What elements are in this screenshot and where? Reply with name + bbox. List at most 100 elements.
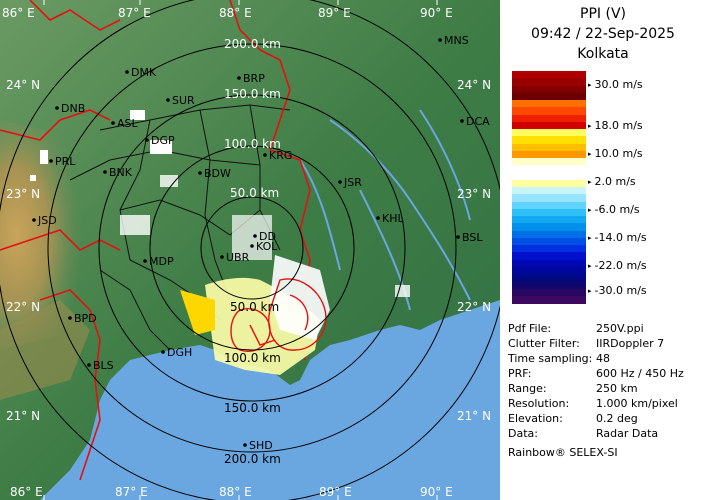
product-title: PPI (V) [580,6,626,22]
color-scale-band [512,266,586,275]
range-label-100km-south: 100.0 km [224,351,281,365]
info-key: Time sampling: [508,352,593,365]
color-scale-band [512,158,586,166]
lon-label-bottom: 87° E [115,485,148,499]
legend-label: -14.0 m/s [594,231,647,244]
info-row: Clutter Filter: IIRDoppler 7 [508,337,664,350]
city-label: DD [259,230,276,243]
info-value: 600 Hz / 450 Hz [596,367,684,380]
city-marker [250,244,254,248]
range-rings [0,0,500,500]
color-scale-band [512,107,586,115]
color-scale-band [512,194,586,202]
city-marker [237,76,241,80]
color-scale-band [512,187,586,195]
city-label: KOL [256,240,278,253]
info-row: PRF: 600 Hz / 450 Hz [508,367,684,380]
legend-tick-icon: ▸ [588,234,592,242]
color-scale-band [512,143,586,152]
lon-label-top: 89° E [318,6,351,20]
graticule-ticks [43,0,438,500]
info-row: Time sampling: 48 [508,352,610,365]
lat-label-left: 21° N [6,409,40,423]
city-marker [220,255,224,259]
info-row: Pdf File: 250V.ppi [508,322,644,335]
info-panel: PPI (V) 09:42 / 22-Sep-2025 Kolkata ▸ 30.… [500,0,706,500]
city-marker [456,235,460,239]
color-scale-band [512,252,586,260]
city-label: UBR [226,251,250,264]
lon-label-top: 88° E [219,6,252,20]
city-marker [143,259,147,263]
info-value: Radar Data [596,427,659,440]
lat-label-right: 23° N [457,187,491,201]
legend-label: 18.0 m/s [594,119,643,132]
legend-entry: ▸ -6.0 m/s [588,203,640,216]
info-row: Resolution: 1.000 km/pixel [508,397,678,410]
lat-label-right: 24° N [457,78,491,92]
city-marker [68,316,72,320]
city-marker [145,138,149,142]
legend-label: 2.0 m/s [594,175,636,188]
info-value: IIRDoppler 7 [596,337,665,350]
range-label-150km: 150.0 km [224,87,281,101]
western-highlands [0,120,110,350]
color-scale-band [512,274,586,282]
lon-label-top: 90° E [420,6,453,20]
city-label: BRP [243,72,265,85]
color-scale-band [512,165,586,173]
lon-label-top: 86° E [2,6,35,20]
lat-label-left: 23° N [6,187,40,201]
color-scale-band [512,216,586,224]
lon-label-bottom: 89° E [319,485,352,499]
legend-tick-icon: ▸ [588,122,592,130]
color-scale-band [512,114,586,123]
legend-entry: ▸ 18.0 m/s [588,119,643,132]
radar-map: 86° E 87° E 88° E 89° E 90° E 86° E 87° … [0,0,500,500]
city-marker [438,38,442,42]
city-label: MNS [444,34,469,47]
color-scale-band [512,245,586,253]
city-label: KRG [269,149,292,162]
info-key: Pdf File: [508,322,552,335]
city-marker [198,171,202,175]
legend-entry: ▸ -14.0 m/s [588,231,647,244]
legend-entry: ▸ 2.0 m/s [588,175,636,188]
legend-entry: ▸ 30.0 m/s [588,78,643,91]
lon-label-bottom: 86° E [10,485,43,499]
city-label: BPD [74,312,97,325]
color-scale-band [512,208,586,217]
info-row: Elevation: 0.2 deg [508,412,638,425]
city-marker [161,350,165,354]
color-scale-band [512,237,586,246]
legend-tick-icon: ▸ [588,287,592,295]
info-key: Elevation: [508,412,563,425]
legend-label: -22.0 m/s [594,259,647,272]
info-key: Clutter Filter: [508,337,580,350]
city-label: BNK [109,166,133,179]
color-scale-band [512,71,586,79]
color-scale-band [512,150,586,159]
legend-label: 10.0 m/s [594,147,643,160]
info-key: Data: [508,427,538,440]
city-label: BSL [462,231,483,244]
color-scale-band [512,259,586,268]
info-value: 250V.ppi [596,322,644,335]
city-marker [166,98,170,102]
color-scale-band [512,172,586,181]
lat-label-right: 21° N [457,409,491,423]
range-label-100km: 100.0 km [224,137,281,151]
range-label-200km-south: 200.0 km [224,452,281,466]
color-scale-band [512,92,586,101]
city-label: PRL [55,155,76,168]
city-label: JSR [343,176,362,189]
product-datetime: 09:42 / 22-Sep-2025 [531,26,675,42]
city-marker [103,170,107,174]
city-label: DNB [61,102,85,115]
ring-150km [98,94,406,402]
range-label-50km-south: 50.0 km [230,300,279,314]
lat-label-left: 22° N [6,300,40,314]
range-label-150km-south: 150.0 km [224,401,281,415]
city-label: JSD [37,214,57,227]
city-marker [125,70,129,74]
